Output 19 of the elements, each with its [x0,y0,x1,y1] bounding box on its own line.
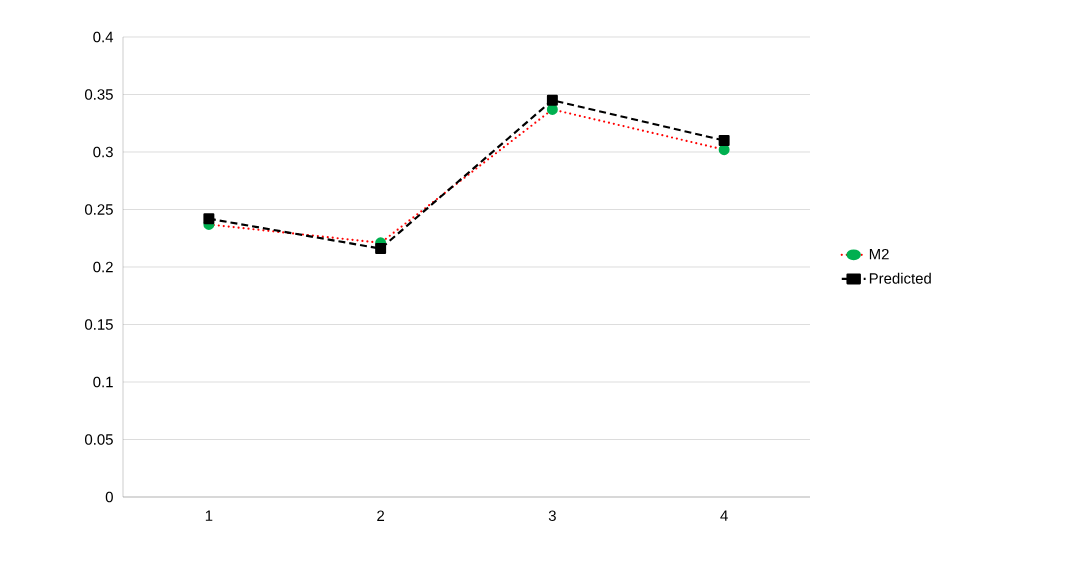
point [718,135,730,146]
y-tick-label: 0.2 [93,261,113,273]
y-tick-label: 0.4 [93,31,114,43]
x-tick-label: 1 [205,510,213,521]
legend-label: Predicted [869,272,931,284]
y-tick-label: 0.1 [93,376,113,388]
x-tick-label: 4 [720,510,728,521]
y-tick-label: 0.35 [85,89,113,100]
y-tick-label: 0.05 [85,434,113,445]
x-tick-label: 2 [377,510,385,521]
y-tick-label: 0 [105,491,113,503]
y-tick-label: 0.25 [85,204,113,215]
y-tick-label: 0.15 [85,319,113,330]
legend-label: M2 [869,248,889,260]
point [546,94,558,106]
point [203,213,215,225]
y-tick-label: 0.3 [93,146,113,158]
x-tick-label: 3 [548,510,556,522]
point [375,243,387,255]
